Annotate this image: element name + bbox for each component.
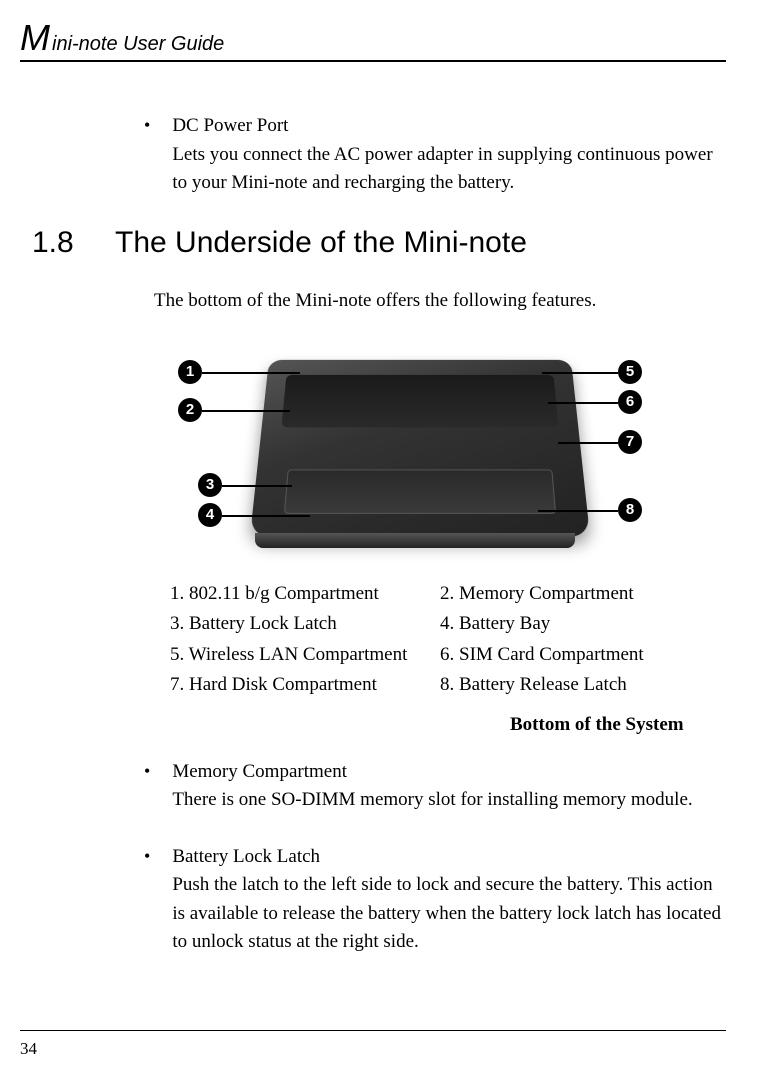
callout-7: 7 — [618, 430, 642, 454]
bullet-marker: • — [144, 758, 150, 815]
section-title: The Underside of the Mini-note — [115, 226, 527, 260]
bullet-marker: • — [144, 112, 150, 198]
header-initial: M — [20, 20, 50, 56]
bullet-text: Push the latch to the left side to lock … — [172, 871, 726, 957]
bullet-memory: • Memory Compartment There is one SO-DIM… — [130, 758, 726, 815]
legend-item: 5. Wireless LAN Compartment — [170, 641, 440, 670]
section-heading: 1.8 The Underside of the Mini-note — [20, 226, 726, 260]
bullet-text: Lets you connect the AC power adapter in… — [172, 141, 726, 198]
bullet-title: Memory Compartment — [172, 758, 726, 787]
diagram-legend: 1. 802.11 b/g Compartment2. Memory Compa… — [170, 580, 726, 700]
bullet-marker: • — [144, 843, 150, 957]
header-title: ini-note User Guide — [52, 33, 224, 56]
page-number: 34 — [20, 1030, 726, 1059]
bullet-dc-power: • DC Power Port Lets you connect the AC … — [130, 112, 726, 198]
legend-item: 7. Hard Disk Compartment — [170, 671, 440, 700]
callout-6: 6 — [618, 390, 642, 414]
callout-3: 3 — [198, 473, 222, 497]
callout-8: 8 — [618, 498, 642, 522]
bullet-title: Battery Lock Latch — [172, 843, 726, 872]
bullet-battery-lock: • Battery Lock Latch Push the latch to t… — [130, 843, 726, 957]
legend-item: 1. 802.11 b/g Compartment — [170, 580, 440, 609]
legend-item: 4. Battery Bay — [440, 610, 710, 639]
callout-4: 4 — [198, 503, 222, 527]
legend-item: 8. Battery Release Latch — [440, 671, 710, 700]
legend-item: 2. Memory Compartment — [440, 580, 710, 609]
bullet-text: There is one SO-DIMM memory slot for ins… — [172, 786, 726, 815]
page-content: • DC Power Port Lets you connect the AC … — [20, 112, 726, 957]
bullet-title: DC Power Port — [172, 112, 726, 141]
callout-1: 1 — [178, 360, 202, 384]
section-number: 1.8 — [20, 226, 115, 260]
diagram-caption: Bottom of the System — [510, 714, 726, 736]
callout-5: 5 — [618, 360, 642, 384]
legend-item: 3. Battery Lock Latch — [170, 610, 440, 639]
legend-item: 6. SIM Card Compartment — [440, 641, 710, 670]
underside-diagram: 1 2 3 4 5 6 7 8 — [170, 338, 726, 558]
callout-2: 2 — [178, 398, 202, 422]
intro-text: The bottom of the Mini-note offers the f… — [154, 290, 726, 312]
page-header: M ini-note User Guide — [20, 20, 726, 62]
